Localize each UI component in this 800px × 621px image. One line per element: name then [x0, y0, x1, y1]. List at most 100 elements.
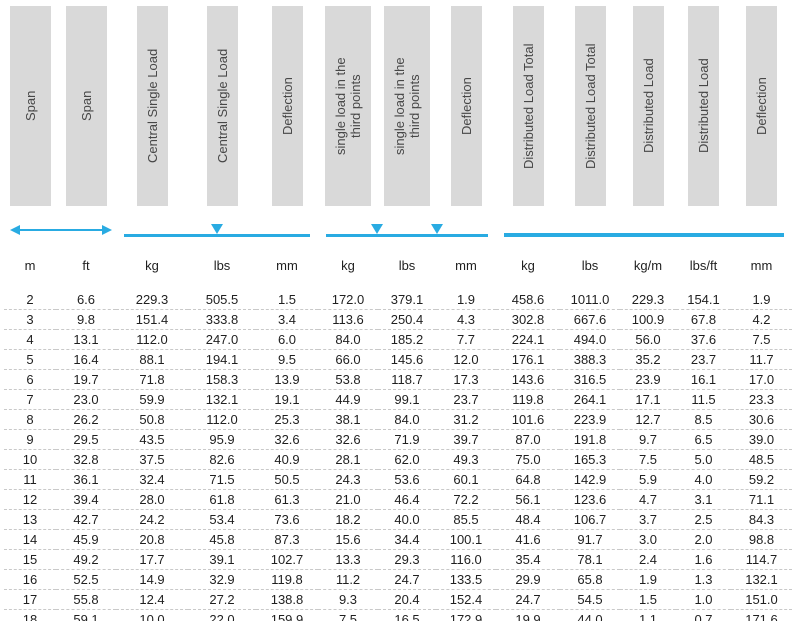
table-cell: 9.8 [56, 309, 116, 330]
unit-label: lbs [398, 258, 416, 273]
table-cell: 53.6 [378, 469, 436, 490]
table-cell: 61.8 [188, 489, 256, 510]
table-row: 5 16.4 88.1 194.1 9.5 66.0 145.6 12.0 176.1 388.3… [4, 349, 792, 370]
table-cell: 316.5 [560, 369, 620, 390]
table-cell: 24.3 [318, 469, 378, 490]
table-cell: 71.8 [116, 369, 188, 390]
unit-label: kg [341, 258, 355, 273]
table-cell: 32.6 [256, 429, 318, 450]
table-cell: 15 [4, 549, 56, 570]
table-row: 13 42.7 24.2 53.4 73.6 18.2 40.0 85.5 48.4 106.7 3… [4, 509, 792, 530]
table-row: 9 29.5 43.5 95.9 32.6 32.6 71.9 39.7 87.0 191.8 9.… [4, 429, 792, 450]
table-cell: 16.4 [56, 349, 116, 370]
table-cell: 13.9 [256, 369, 318, 390]
table-cell: 24.2 [116, 509, 188, 530]
table-cell: 41.6 [496, 529, 560, 550]
table-cell: 39.7 [436, 429, 496, 450]
table-cell: 14.9 [116, 569, 188, 590]
table-cell: 84.0 [378, 409, 436, 430]
table-cell: 60.1 [436, 469, 496, 490]
table-cell: 59.9 [116, 389, 188, 410]
unit-label: lbs [213, 258, 231, 273]
table-cell: 494.0 [560, 329, 620, 350]
table-cell: 194.1 [188, 349, 256, 370]
table-cell: 1.5 [620, 589, 676, 610]
table-cell: 43.5 [116, 429, 188, 450]
table-cell: 27.2 [188, 589, 256, 610]
table-cell: 159.9 [256, 609, 318, 621]
table-cell: 23.7 [676, 349, 731, 370]
table-cell: 19.1 [256, 389, 318, 410]
table-cell: 151.4 [116, 309, 188, 330]
column-header-row: Span Span Central Single Load Central Si… [4, 6, 794, 206]
table-cell: 19.7 [56, 369, 116, 390]
table-cell: 24.7 [496, 589, 560, 610]
column-header-central-single-load-kg: Central Single Load [136, 6, 168, 206]
table-cell: 333.8 [188, 309, 256, 330]
table-cell: 88.1 [116, 349, 188, 370]
table-cell: 142.9 [560, 469, 620, 490]
table-row: 14 45.9 20.8 45.8 87.3 15.6 34.4 100.1 41.6 91.7 3… [4, 529, 792, 550]
table-row: 7 23.0 59.9 132.1 19.1 44.9 99.1 23.7 119.8 264.1… [4, 389, 792, 410]
table-cell: 388.3 [560, 349, 620, 370]
table-cell: 34.4 [378, 529, 436, 550]
table-cell: 101.6 [496, 409, 560, 430]
table-cell: 4.7 [620, 489, 676, 510]
table-cell: 62.0 [378, 449, 436, 470]
table-cell: 32.6 [318, 429, 378, 450]
table-cell: 143.6 [496, 369, 560, 390]
table-cell: 71.1 [731, 489, 792, 510]
table-cell: 667.6 [560, 309, 620, 330]
table-cell: 87.3 [256, 529, 318, 550]
table-cell: 87.0 [496, 429, 560, 450]
table-cell: 12.7 [620, 409, 676, 430]
table-cell: 17.3 [436, 369, 496, 390]
table-cell: 132.1 [188, 389, 256, 410]
table-cell: 85.5 [436, 509, 496, 530]
table-cell: 4.0 [676, 469, 731, 490]
table-cell: 114.7 [731, 549, 792, 570]
table-cell: 71.9 [378, 429, 436, 450]
table-cell: 4 [4, 329, 56, 350]
point-load-triangle-icon [370, 224, 383, 234]
table-cell: 100.9 [620, 309, 676, 330]
column-header-central-single-load-lbs: Central Single Load [206, 6, 238, 206]
table-cell: 1.0 [676, 589, 731, 610]
table-row: 8 26.2 50.8 112.0 25.3 38.1 84.0 31.2 101.6 223.9… [4, 409, 792, 430]
table-cell: 12.4 [116, 589, 188, 610]
table-cell: 379.1 [390, 292, 424, 307]
table-cell: 53.4 [188, 509, 256, 530]
unit-label: ft [82, 258, 90, 273]
table-cell: 172.0 [331, 292, 365, 307]
table-cell: 113.6 [318, 309, 378, 330]
table-cell: 7.5 [318, 609, 378, 621]
table-cell: 7 [4, 389, 56, 410]
load-deflection-table: m ft kg lbs mm kg lbs mm kg lbs kg/m lbs… [4, 254, 792, 621]
table-row: 11 36.1 32.4 71.5 50.5 24.3 53.6 60.1 64.8 142.9 5… [4, 469, 792, 490]
table-cell: 8 [4, 409, 56, 430]
table-cell: 133.5 [436, 569, 496, 590]
table-cell: 172.9 [436, 609, 496, 621]
table-cell: 42.7 [56, 509, 116, 530]
column-header-third-point-load-lbs: single load in the third points [384, 6, 430, 206]
table-cell: 12.0 [436, 349, 496, 370]
span-extent-arrow-icon [4, 212, 116, 240]
table-cell: 119.8 [496, 389, 560, 410]
table-cell: 116.0 [436, 549, 496, 570]
table-cell: 171.6 [731, 609, 792, 621]
table-cell: 21.0 [318, 489, 378, 510]
unit-label: m [24, 258, 36, 273]
table-cell: 73.6 [256, 509, 318, 530]
unit-label: lbs [581, 258, 599, 273]
table-cell: 29.5 [56, 429, 116, 450]
table-cell: 30.6 [731, 409, 792, 430]
table-cell: 11.7 [731, 349, 792, 370]
table-cell: 1.1 [620, 609, 676, 621]
central-single-load-diagram-icon [116, 212, 318, 240]
column-header-distributed-load-total-lbs: Distributed Load Total [574, 6, 606, 206]
unit-label: kg [145, 258, 159, 273]
table-cell: 100.1 [436, 529, 496, 550]
point-load-triangle-icon [211, 224, 223, 234]
table-cell: 48.4 [496, 509, 560, 530]
table-cell: 224.1 [496, 329, 560, 350]
